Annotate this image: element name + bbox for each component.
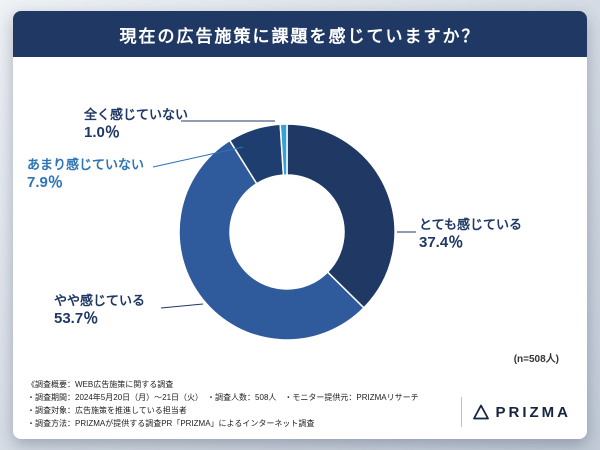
- callout-somewhat-pct: 53.7％: [54, 310, 99, 327]
- prizma-logo: PRIZMA: [460, 397, 572, 427]
- callout-none: 全く感じていない 1.0％: [84, 107, 188, 142]
- callout-little-pct: 7.9％: [27, 174, 63, 191]
- callout-very-label: とても感じている: [419, 217, 522, 232]
- donut-chart: [152, 120, 416, 341]
- prizma-triangle-icon: [472, 404, 489, 420]
- donut-segments: [178, 123, 396, 341]
- survey-footer: 《調査概要：WEB広告施策に関する調査 ・調査期間：2024年5月20日（月）〜…: [13, 369, 587, 439]
- callout-little: あまり感じていない 7.9％: [27, 157, 144, 192]
- leader-line-somewhat: [160, 303, 204, 309]
- callout-very-pct: 37.4％: [419, 234, 464, 251]
- footer-line-period: ・調査期間：2024年5月20日（月）〜21日（火） ・調査人数：508人 ・モ…: [27, 393, 419, 402]
- title-banner: 現在の広告施策に課題を感じていますか？: [13, 11, 587, 57]
- leader-line-little: [152, 146, 244, 168]
- donut-segment-3: [279, 123, 288, 176]
- footer-line-target: ・調査対象：広告施策を推進している担当者: [27, 406, 187, 415]
- footer-line-overview: 《調査概要：WEB広告施策に関する調査: [27, 380, 174, 389]
- survey-card: 現在の広告施策に課題を感じていますか？ とても感じている 37.4％ やや感じて…: [13, 11, 587, 439]
- footer-divider: [460, 397, 462, 427]
- donut-segment-1: [178, 139, 365, 341]
- donut-segment-0: [286, 123, 396, 309]
- leader-lines: [152, 120, 416, 309]
- page-title: 現在の広告施策に課題を感じていますか？: [119, 26, 481, 46]
- callout-somewhat: やや感じている 53.7％: [54, 293, 145, 328]
- sample-size-note: (n=508人): [513, 354, 559, 365]
- callout-none-pct: 1.0％: [84, 124, 120, 141]
- callout-none-label: 全く感じていない: [84, 107, 189, 122]
- chart-area: とても感じている 37.4％ やや感じている 53.7％ あまり感じていない 7…: [13, 57, 587, 369]
- prizma-logo-text: PRIZMA: [495, 403, 571, 421]
- callout-somewhat-label: やや感じている: [54, 293, 146, 308]
- callout-very: とても感じている 37.4％: [419, 217, 522, 252]
- callout-little-label: あまり感じていない: [27, 157, 145, 172]
- footer-line-method: ・調査方法：PRIZMAが提供する調査PR「PRIZMA」によるインターネット調…: [27, 419, 315, 428]
